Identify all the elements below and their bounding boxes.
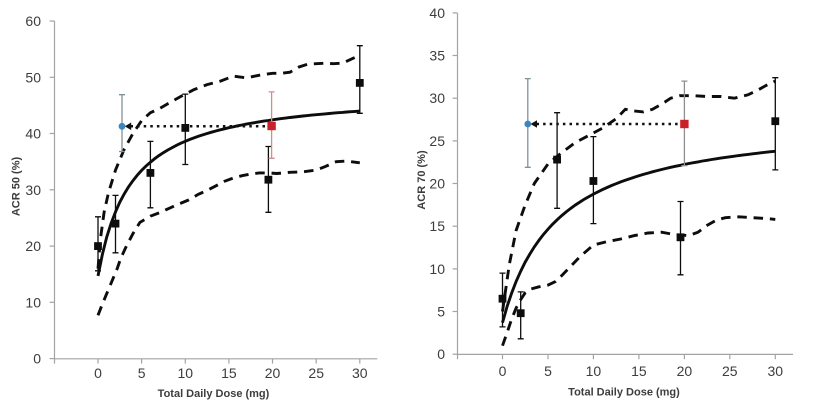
svg-text:30: 30 <box>768 363 784 379</box>
svg-text:20: 20 <box>25 238 41 254</box>
svg-text:0: 0 <box>94 365 102 381</box>
svg-text:30: 30 <box>352 365 368 381</box>
svg-text:0: 0 <box>499 363 507 379</box>
svg-text:10: 10 <box>178 365 194 381</box>
svg-text:40: 40 <box>429 5 445 21</box>
svg-text:60: 60 <box>25 13 41 29</box>
svg-text:ACR 70 (%): ACR 70 (%) <box>416 150 428 210</box>
svg-text:25: 25 <box>429 133 445 149</box>
svg-text:25: 25 <box>308 365 324 381</box>
svg-text:Total Daily Dose (mg): Total Daily Dose (mg) <box>568 387 680 399</box>
svg-text:20: 20 <box>429 176 445 192</box>
svg-text:10: 10 <box>25 294 41 310</box>
svg-text:5: 5 <box>138 365 146 381</box>
svg-text:20: 20 <box>265 365 281 381</box>
svg-text:10: 10 <box>429 261 445 277</box>
svg-text:5: 5 <box>544 363 552 379</box>
svg-text:ACR 50 (%): ACR 50 (%) <box>11 157 23 217</box>
svg-text:0: 0 <box>437 346 445 362</box>
svg-text:25: 25 <box>722 363 738 379</box>
svg-text:35: 35 <box>429 48 445 64</box>
svg-text:15: 15 <box>221 365 237 381</box>
svg-text:15: 15 <box>631 363 647 379</box>
svg-text:5: 5 <box>437 304 445 320</box>
svg-text:50: 50 <box>25 69 41 85</box>
svg-text:15: 15 <box>429 218 445 234</box>
svg-text:Total Daily Dose (mg): Total Daily Dose (mg) <box>158 388 270 400</box>
svg-text:0: 0 <box>33 351 41 367</box>
svg-text:10: 10 <box>586 363 602 379</box>
svg-text:20: 20 <box>677 363 693 379</box>
svg-text:30: 30 <box>25 182 41 198</box>
svg-text:30: 30 <box>429 90 445 106</box>
svg-text:40: 40 <box>25 126 41 142</box>
